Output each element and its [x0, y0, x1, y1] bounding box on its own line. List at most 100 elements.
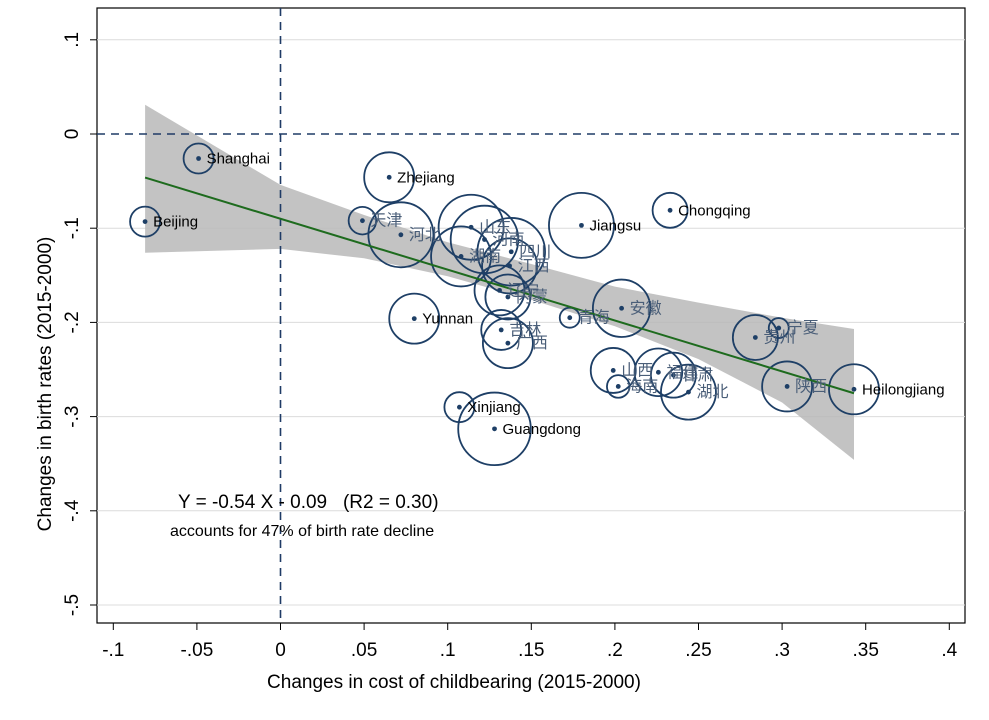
data-point — [752, 335, 758, 340]
x-tick-label: 0 — [275, 640, 286, 661]
x-tick-label: .1 — [440, 640, 456, 661]
weight-circles — [129, 142, 880, 467]
data-point — [784, 384, 790, 389]
data-point — [619, 305, 624, 311]
point-label: 福建 — [666, 362, 698, 381]
point-label: 陕西 — [795, 376, 827, 395]
x-tick-label: .2 — [607, 640, 623, 661]
confidence-band — [145, 104, 855, 460]
y-tick-label: -.2 — [62, 311, 83, 333]
data-point — [615, 384, 621, 389]
weight-circle — [481, 317, 534, 370]
data-point — [458, 254, 464, 259]
x-tick-label: .25 — [685, 640, 711, 661]
weight-circle — [129, 205, 161, 238]
x-tick-label: .35 — [852, 640, 878, 661]
y-tick-label: .1 — [62, 32, 83, 48]
point-label: 河北 — [409, 225, 441, 244]
data-point — [497, 287, 502, 293]
data-point — [492, 426, 497, 432]
weight-circle — [484, 273, 532, 321]
point-label: 贵州 — [763, 327, 795, 346]
weight-circle — [347, 205, 378, 236]
weight-circle — [606, 374, 631, 399]
plot-area — [96, 7, 966, 624]
data-point — [667, 207, 673, 213]
point-label: 广西 — [516, 333, 548, 352]
point-label: 内蒙 — [516, 287, 548, 306]
data-point — [386, 174, 392, 180]
point-label: 青海 — [578, 308, 610, 327]
y-axis-title: Changes in birth rates (2015-2000) — [35, 237, 56, 532]
point-label: 四川 — [519, 242, 551, 261]
y-tick-label: -.3 — [62, 406, 83, 428]
point-label: 甘肃 — [681, 365, 713, 384]
point-label: 吉林 — [509, 320, 541, 339]
y-tick-label: -.5 — [62, 594, 83, 616]
weight-circle — [548, 191, 615, 259]
data-point — [505, 294, 511, 300]
point-label: Heilongjiang — [862, 381, 945, 398]
weight-circle — [481, 237, 538, 295]
data-point — [508, 249, 514, 255]
fit-line — [144, 176, 855, 395]
data-point — [360, 218, 365, 224]
data-point — [142, 219, 148, 225]
data-point — [411, 316, 417, 322]
weight-circle — [591, 278, 652, 338]
point-label: Chongqing — [678, 202, 751, 219]
weight-circle — [650, 351, 697, 399]
point-label: 湖北 — [696, 382, 728, 401]
weight-circle — [476, 217, 546, 287]
point-label: Xinjiang — [467, 399, 520, 416]
weight-circle — [767, 317, 790, 339]
data-point — [686, 389, 691, 395]
point-label: 天津 — [370, 211, 402, 230]
data-point — [505, 340, 511, 346]
data-point — [610, 368, 616, 373]
data-point — [776, 325, 782, 331]
point-label: Beijing — [153, 214, 198, 231]
data-point — [498, 327, 504, 333]
weight-circle — [367, 201, 435, 269]
weight-circle — [473, 264, 526, 317]
data-point — [579, 222, 584, 228]
data-point — [851, 386, 857, 392]
data-point — [655, 369, 661, 375]
point-label: 湖南 — [469, 246, 501, 265]
regression-equation: Y = -0.54 X - 0.09 (R2 = 0.30) — [178, 492, 439, 513]
weight-circle — [589, 347, 637, 394]
point-label: 宁夏 — [787, 318, 819, 337]
weight-circle — [633, 347, 684, 398]
weight-circle — [761, 360, 814, 413]
point-label: 安徽 — [630, 298, 662, 317]
x-tick-label: -.05 — [181, 640, 214, 661]
data-point — [468, 224, 474, 230]
weight-circle — [480, 309, 523, 351]
weight-circle — [430, 225, 492, 288]
x-tick-label: .3 — [774, 640, 790, 661]
x-axis-title: Changes in cost of childbearing (2015-20… — [267, 672, 641, 693]
x-tick-label: -.1 — [102, 640, 124, 661]
point-label: Guangdong — [503, 421, 581, 438]
x-tick-label: .05 — [351, 640, 377, 661]
data-point — [457, 404, 462, 410]
data-point — [567, 315, 573, 321]
point-label: Zhejiang — [397, 169, 455, 186]
weight-circle — [388, 292, 441, 345]
y-tick-label: 0 — [62, 129, 83, 140]
x-tick-label: .4 — [941, 640, 957, 661]
x-tick-label: .15 — [518, 640, 544, 661]
point-label: 海南 — [626, 376, 658, 395]
weight-circle — [437, 193, 505, 261]
data-point — [671, 372, 676, 378]
point-label: 河南 — [492, 230, 524, 249]
weight-circle — [828, 363, 880, 416]
weight-circle — [457, 391, 532, 467]
data-point — [507, 263, 512, 269]
point-label: 山东 — [479, 217, 511, 236]
point-label: 江西 — [518, 256, 550, 275]
point-label: 山西 — [621, 360, 653, 379]
